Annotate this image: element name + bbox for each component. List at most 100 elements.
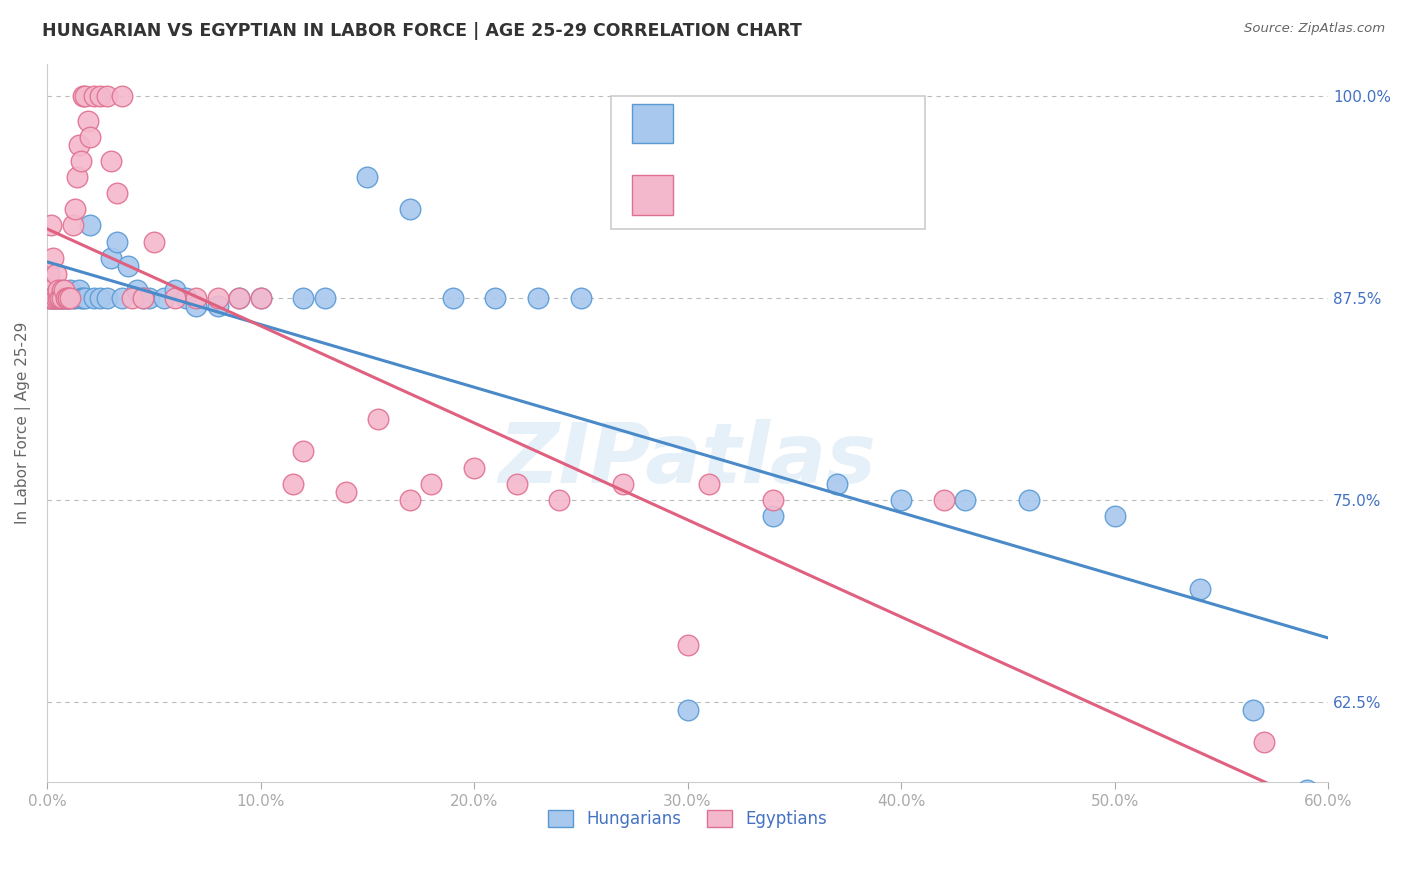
Point: [62, 291, 84, 305]
Point: [55, 291, 77, 305]
Point: [42, 291, 65, 305]
Text: R = -0.062   N = 55: R = -0.062 N = 55: [689, 116, 855, 131]
Point: [111, 89, 134, 103]
Text: HUNGARIAN VS EGYPTIAN IN LABOR FORCE | AGE 25-29 CORRELATION CHART: HUNGARIAN VS EGYPTIAN IN LABOR FORCE | A…: [42, 22, 801, 40]
Point: [58, 291, 80, 305]
Point: [186, 299, 208, 313]
Point: [399, 202, 422, 217]
Point: [38, 267, 60, 281]
Point: [59, 283, 82, 297]
Point: [58, 291, 80, 305]
Point: [111, 291, 134, 305]
Point: [527, 291, 550, 305]
Point: [66, 169, 89, 184]
Point: [55, 291, 77, 305]
Point: [67, 283, 90, 297]
Point: [506, 476, 529, 491]
Point: [1253, 735, 1275, 749]
Point: [58, 291, 80, 305]
Point: [932, 492, 955, 507]
Point: [1295, 783, 1317, 797]
Point: [441, 291, 464, 305]
Point: [953, 492, 976, 507]
Point: [107, 186, 129, 201]
Point: [142, 235, 165, 249]
Point: [174, 291, 197, 305]
Point: [484, 291, 506, 305]
Point: [72, 291, 94, 305]
Point: [83, 291, 105, 305]
Point: [100, 251, 122, 265]
Point: [39, 283, 62, 297]
Point: [72, 89, 94, 103]
Point: [335, 484, 357, 499]
Point: [75, 89, 97, 103]
Point: [420, 476, 443, 491]
Point: [1018, 492, 1040, 507]
Y-axis label: In Labor Force | Age 25-29: In Labor Force | Age 25-29: [15, 322, 31, 524]
Point: [125, 283, 148, 297]
Point: [548, 492, 571, 507]
Point: [138, 291, 160, 305]
Point: [44, 267, 66, 281]
Point: [70, 291, 93, 305]
Point: [249, 291, 271, 305]
Point: [612, 476, 634, 491]
Point: [762, 492, 785, 507]
Point: [59, 291, 82, 305]
Text: R =  0.393   N = 58: R = 0.393 N = 58: [689, 187, 855, 202]
Point: [53, 291, 76, 305]
Point: [228, 291, 250, 305]
Point: [153, 291, 176, 305]
Point: [697, 476, 720, 491]
Point: [890, 492, 912, 507]
Point: [96, 291, 118, 305]
Legend: Hungarians, Egyptians: Hungarians, Egyptians: [541, 804, 834, 835]
Point: [44, 291, 66, 305]
Point: [186, 291, 208, 305]
Point: [463, 460, 485, 475]
Point: [51, 291, 73, 305]
Point: [46, 283, 69, 297]
Point: [49, 291, 72, 305]
Point: [117, 259, 139, 273]
Bar: [633, 103, 673, 143]
Point: [67, 137, 90, 152]
Point: [83, 89, 105, 103]
Point: [44, 291, 66, 305]
Point: [89, 89, 111, 103]
Point: [569, 291, 592, 305]
Point: [762, 508, 785, 523]
Point: [356, 169, 378, 184]
Point: [292, 291, 315, 305]
Point: [228, 291, 250, 305]
Point: [42, 291, 65, 305]
Point: [46, 291, 69, 305]
Point: [399, 492, 422, 507]
Point: [121, 291, 143, 305]
Point: [51, 283, 73, 297]
Point: [39, 219, 62, 233]
Point: [1241, 703, 1264, 717]
Point: [1189, 582, 1212, 596]
FancyBboxPatch shape: [610, 96, 925, 229]
Point: [76, 113, 98, 128]
Point: [63, 291, 86, 305]
Point: [249, 291, 271, 305]
Point: [51, 291, 73, 305]
Point: [75, 291, 97, 305]
Point: [42, 251, 65, 265]
Point: [207, 299, 229, 313]
Point: [1104, 508, 1126, 523]
Point: [39, 291, 62, 305]
Point: [132, 291, 155, 305]
Point: [825, 476, 848, 491]
Point: [89, 291, 111, 305]
Point: [79, 219, 101, 233]
Point: [292, 444, 315, 458]
Point: [39, 283, 62, 297]
Point: [281, 476, 304, 491]
Point: [314, 291, 336, 305]
Text: Source: ZipAtlas.com: Source: ZipAtlas.com: [1244, 22, 1385, 36]
Point: [96, 89, 118, 103]
